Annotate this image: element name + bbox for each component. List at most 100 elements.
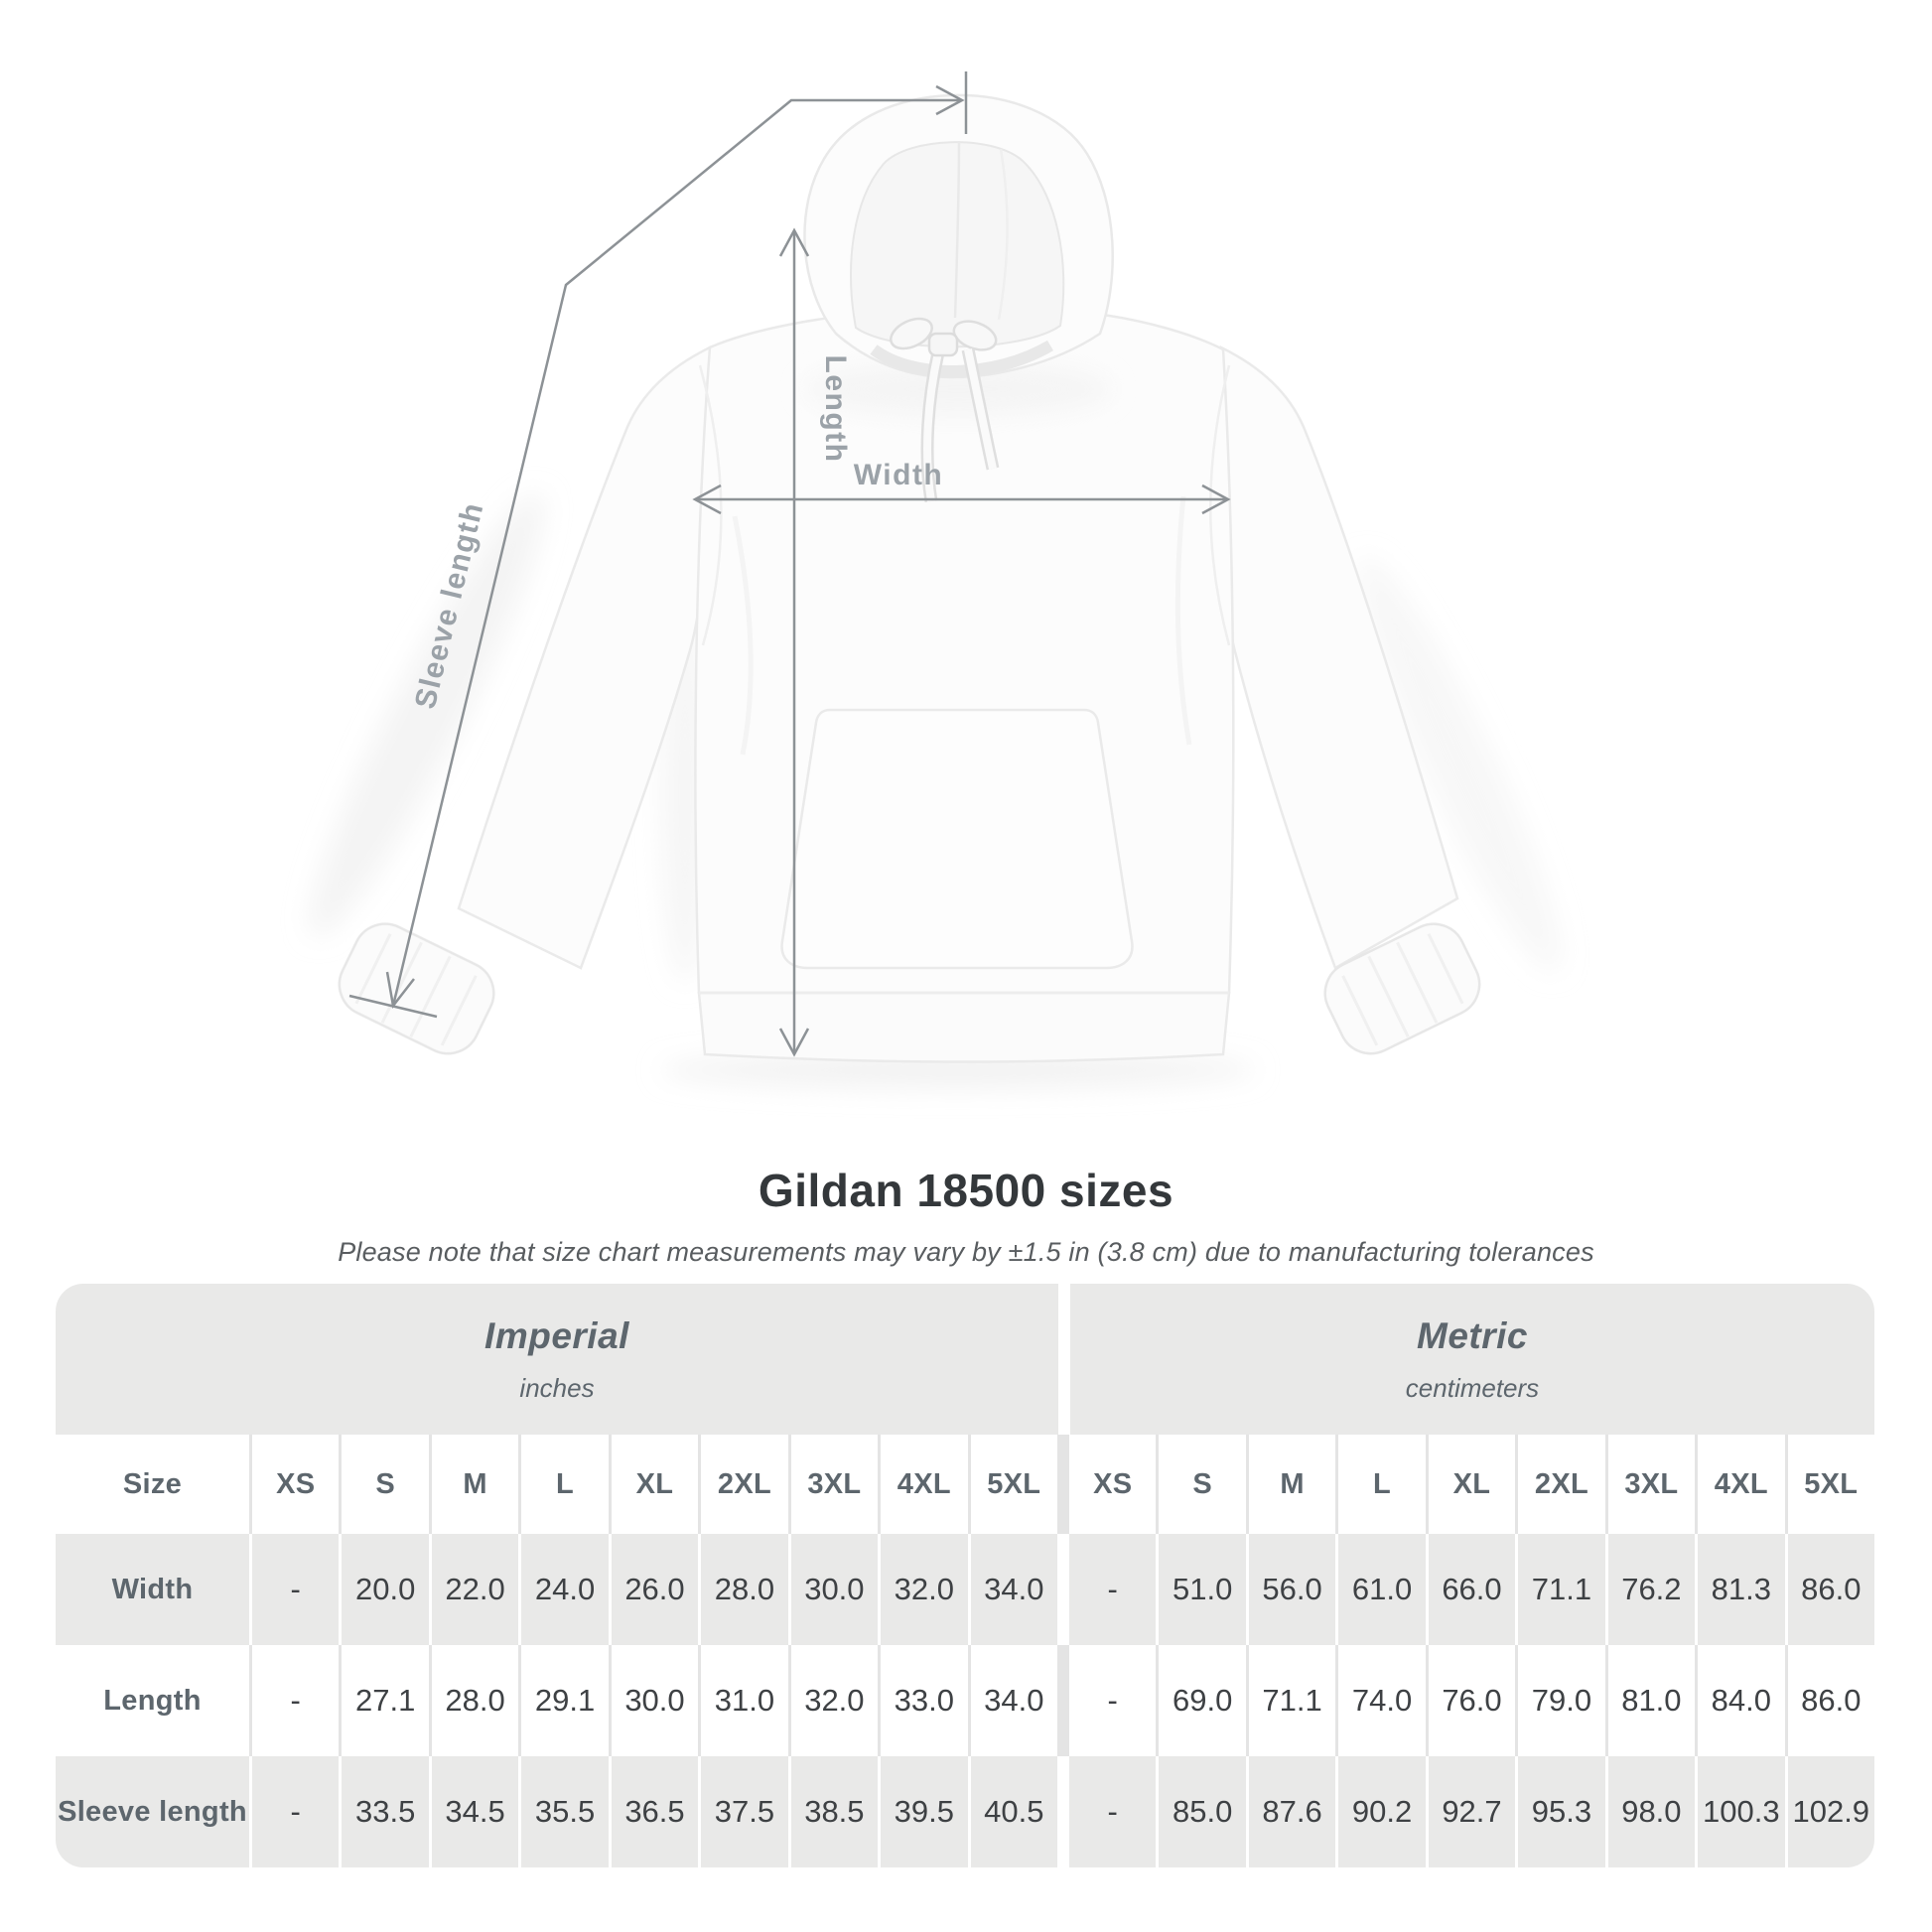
hoodie-waistband [697,991,1231,1063]
table-row-sleeve-length: Sleeve length -33.5 34.5 35.5 36.5 37.5 38.5 3… [56,1756,1874,1867]
value-cell: 35.5 [521,1756,609,1867]
table-row-length: Length -27.1 28.0 29.1 30.0 31.0 32.0 33.0 34.0… [56,1645,1874,1756]
hood-drawstrings [890,317,1000,503]
imperial-header: Imperial inches [56,1284,1058,1435]
size-chart-table: Imperial inches Metric centimeters Size … [56,1284,1874,1867]
size-header-row: Size XS S M L XL 2XL 3XL 4XL 5XL XS S M L XL 2XL 3XL 4X… [56,1435,1874,1534]
size-header-cell: 2XL [701,1435,788,1534]
value-cell: 20.0 [342,1534,429,1645]
value-cell: 34.5 [431,1756,519,1867]
size-header-cell: 5XL [970,1435,1057,1534]
size-header-cell: 3XL [1607,1435,1696,1534]
length-imperial-values: -27.1 28.0 29.1 30.0 31.0 32.0 33.0 34.0 [252,1645,1057,1756]
value-cell: 100.3 [1698,1756,1785,1867]
value-cell: 29.1 [521,1645,609,1756]
value-cell: 33.0 [881,1645,968,1756]
row-label: Length [56,1645,249,1756]
size-header-cell: XL [611,1435,699,1534]
size-header-cell: XS [1069,1435,1157,1534]
metric-subtitle: centimeters [1405,1372,1540,1403]
measurement-lines [348,71,1231,1057]
value-cell: 81.0 [1607,1645,1696,1756]
value-cell: 33.5 [342,1756,429,1867]
value-cell: 32.0 [881,1534,968,1645]
row-label: Width [56,1534,249,1645]
value-cell: 30.0 [611,1645,699,1756]
imperial-size-headers: XS S M L XL 2XL 3XL 4XL 5XL [252,1435,1057,1534]
value-cell: 71.1 [1518,1534,1605,1645]
value-cell: 90.2 [1338,1756,1426,1867]
hoodie-right-cuff [1323,922,1481,1055]
neck-rib [870,340,1054,377]
value-cell: 28.0 [701,1534,788,1645]
size-header-cell: 2XL [1518,1435,1605,1534]
tolerance-note: Please note that size chart measurements… [338,1237,1594,1267]
imperial-title: Imperial [484,1314,629,1356]
size-header-cell: S [1159,1435,1246,1534]
value-cell: - [1069,1534,1157,1645]
metric-header: Metric centimeters [1070,1284,1874,1435]
imperial-subtitle: inches [519,1372,595,1403]
size-header-cell: S [342,1435,429,1534]
value-cell: 74.0 [1338,1645,1426,1756]
value-cell: 39.5 [881,1756,968,1867]
table-row-width: Width -20.0 22.0 24.0 26.0 28.0 30.0 32.0 34.0 … [56,1534,1874,1645]
body-crease-left [732,515,754,756]
value-cell: 28.0 [431,1645,519,1756]
hood-shadow [804,363,1112,415]
value-cell: 71.1 [1248,1645,1336,1756]
width-imperial-values: -20.0 22.0 24.0 26.0 28.0 30.0 32.0 34.0 [252,1534,1057,1645]
size-header-cell: 4XL [1698,1435,1785,1534]
value-cell: 26.0 [611,1534,699,1645]
size-header-cell: M [431,1435,519,1534]
value-cell: - [252,1645,340,1756]
value-cell: 86.0 [1787,1645,1874,1756]
value-cell: 76.0 [1428,1645,1516,1756]
value-cell: 32.0 [790,1645,879,1756]
size-header-cell: 5XL [1787,1435,1874,1534]
length-metric-values: -69.0 71.1 74.0 76.0 79.0 81.0 84.0 86.0 [1069,1645,1874,1756]
value-cell: 37.5 [701,1756,788,1867]
value-cell: 95.3 [1518,1756,1605,1867]
value-cell: 22.0 [431,1534,519,1645]
unit-header-row: Imperial inches Metric centimeters [56,1284,1874,1435]
size-header-cell: XS [252,1435,340,1534]
value-cell: 92.7 [1428,1756,1516,1867]
value-cell: 87.6 [1248,1756,1336,1867]
left-armhole-seam [698,364,723,646]
hood-center-seam [953,140,961,319]
width-label: Width [854,459,944,491]
value-cell: 51.0 [1159,1534,1246,1645]
sleeve-length-arrow [348,71,968,1019]
value-cell: 40.5 [970,1756,1057,1867]
hoodie-pocket [780,708,1134,970]
width-metric-values: -51.0 56.0 61.0 66.0 71.1 76.2 81.3 86.0 [1069,1534,1874,1645]
value-cell: 66.0 [1428,1534,1516,1645]
metric-title: Metric [1417,1314,1528,1356]
value-cell: 56.0 [1248,1534,1336,1645]
hoodie-left-cuff [338,922,495,1055]
value-cell: - [252,1534,340,1645]
metric-size-headers: XS S M L XL 2XL 3XL 4XL 5XL [1069,1435,1874,1534]
page-title: Gildan 18500 sizes [758,1165,1174,1216]
size-header-cell: M [1248,1435,1336,1534]
value-cell: 81.3 [1698,1534,1785,1645]
value-cell: 79.0 [1518,1645,1605,1756]
value-cell: 69.0 [1159,1645,1246,1756]
size-header-cell: L [521,1435,609,1534]
size-column-label: Size [56,1435,249,1534]
value-cell: 36.5 [611,1756,699,1867]
value-cell: 24.0 [521,1534,609,1645]
length-arrow [778,227,810,1057]
width-arrow [692,483,1231,515]
value-cell: 30.0 [790,1534,879,1645]
value-cell: 31.0 [701,1645,788,1756]
value-cell: - [1069,1645,1157,1756]
size-header-cell: 4XL [881,1435,968,1534]
length-label: Length [819,355,852,464]
value-cell: 84.0 [1698,1645,1785,1756]
value-cell: - [252,1756,340,1867]
value-cell: 98.0 [1607,1756,1696,1867]
title-block: Gildan 18500 sizes Please note that size… [0,1164,1932,1268]
size-header-cell: 3XL [790,1435,879,1534]
